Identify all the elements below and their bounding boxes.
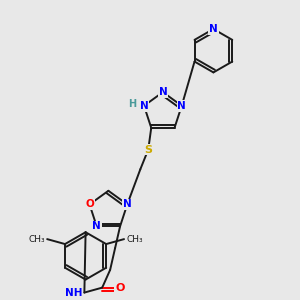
Text: N: N	[209, 24, 218, 34]
Text: N: N	[123, 200, 132, 209]
Text: O: O	[115, 283, 125, 292]
Text: O: O	[85, 200, 94, 209]
Text: N: N	[92, 221, 101, 232]
Text: N: N	[158, 87, 167, 97]
Text: CH₃: CH₃	[28, 235, 45, 244]
Text: CH₃: CH₃	[126, 235, 142, 244]
Text: H: H	[128, 99, 136, 109]
Text: N: N	[140, 101, 148, 111]
Text: N: N	[177, 101, 186, 111]
Text: NH: NH	[65, 288, 82, 298]
Text: S: S	[144, 145, 152, 154]
